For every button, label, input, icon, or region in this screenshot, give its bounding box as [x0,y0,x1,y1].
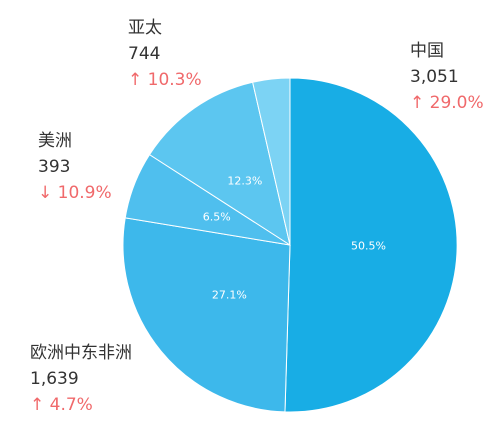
callout-emea: 欧洲中东非洲 1,639 ↑ 4.7% [30,345,132,414]
callout-apac-value: 744 [128,44,161,64]
callout-americas-value: 393 [38,157,71,177]
pie-slice-china [284,77,458,413]
callout-emea-name: 欧洲中东非洲 [30,343,132,363]
callout-china-name: 中国 [410,41,444,61]
slice-percent-label-emea: 27.1% [212,288,247,301]
callout-americas-name: 美洲 [38,131,72,151]
slice-percent-label-americas: 6.5% [203,210,231,223]
callout-apac: 亚太 744 ↑ 10.3% [128,20,202,89]
callout-china-change: ↑ 29.0% [410,93,484,113]
pie-slice-other-4 [252,77,291,246]
callout-apac-name: 亚太 [128,18,162,38]
pie-slice-emea [122,217,291,413]
slice-percent-label-apac: 12.3% [227,174,262,187]
slice-percent-label-china: 50.5% [351,240,386,253]
callout-emea-change: ↑ 4.7% [30,395,93,415]
callout-americas: 美洲 393 ↓ 10.9% [38,133,112,202]
pie-slice-apac [148,81,291,247]
callout-china: 中国 3,051 ↑ 29.0% [410,43,484,112]
callout-emea-value: 1,639 [30,369,79,389]
callout-china-value: 3,051 [410,67,459,87]
callout-apac-change: ↑ 10.3% [128,70,202,90]
callout-americas-change: ↓ 10.9% [38,183,112,203]
